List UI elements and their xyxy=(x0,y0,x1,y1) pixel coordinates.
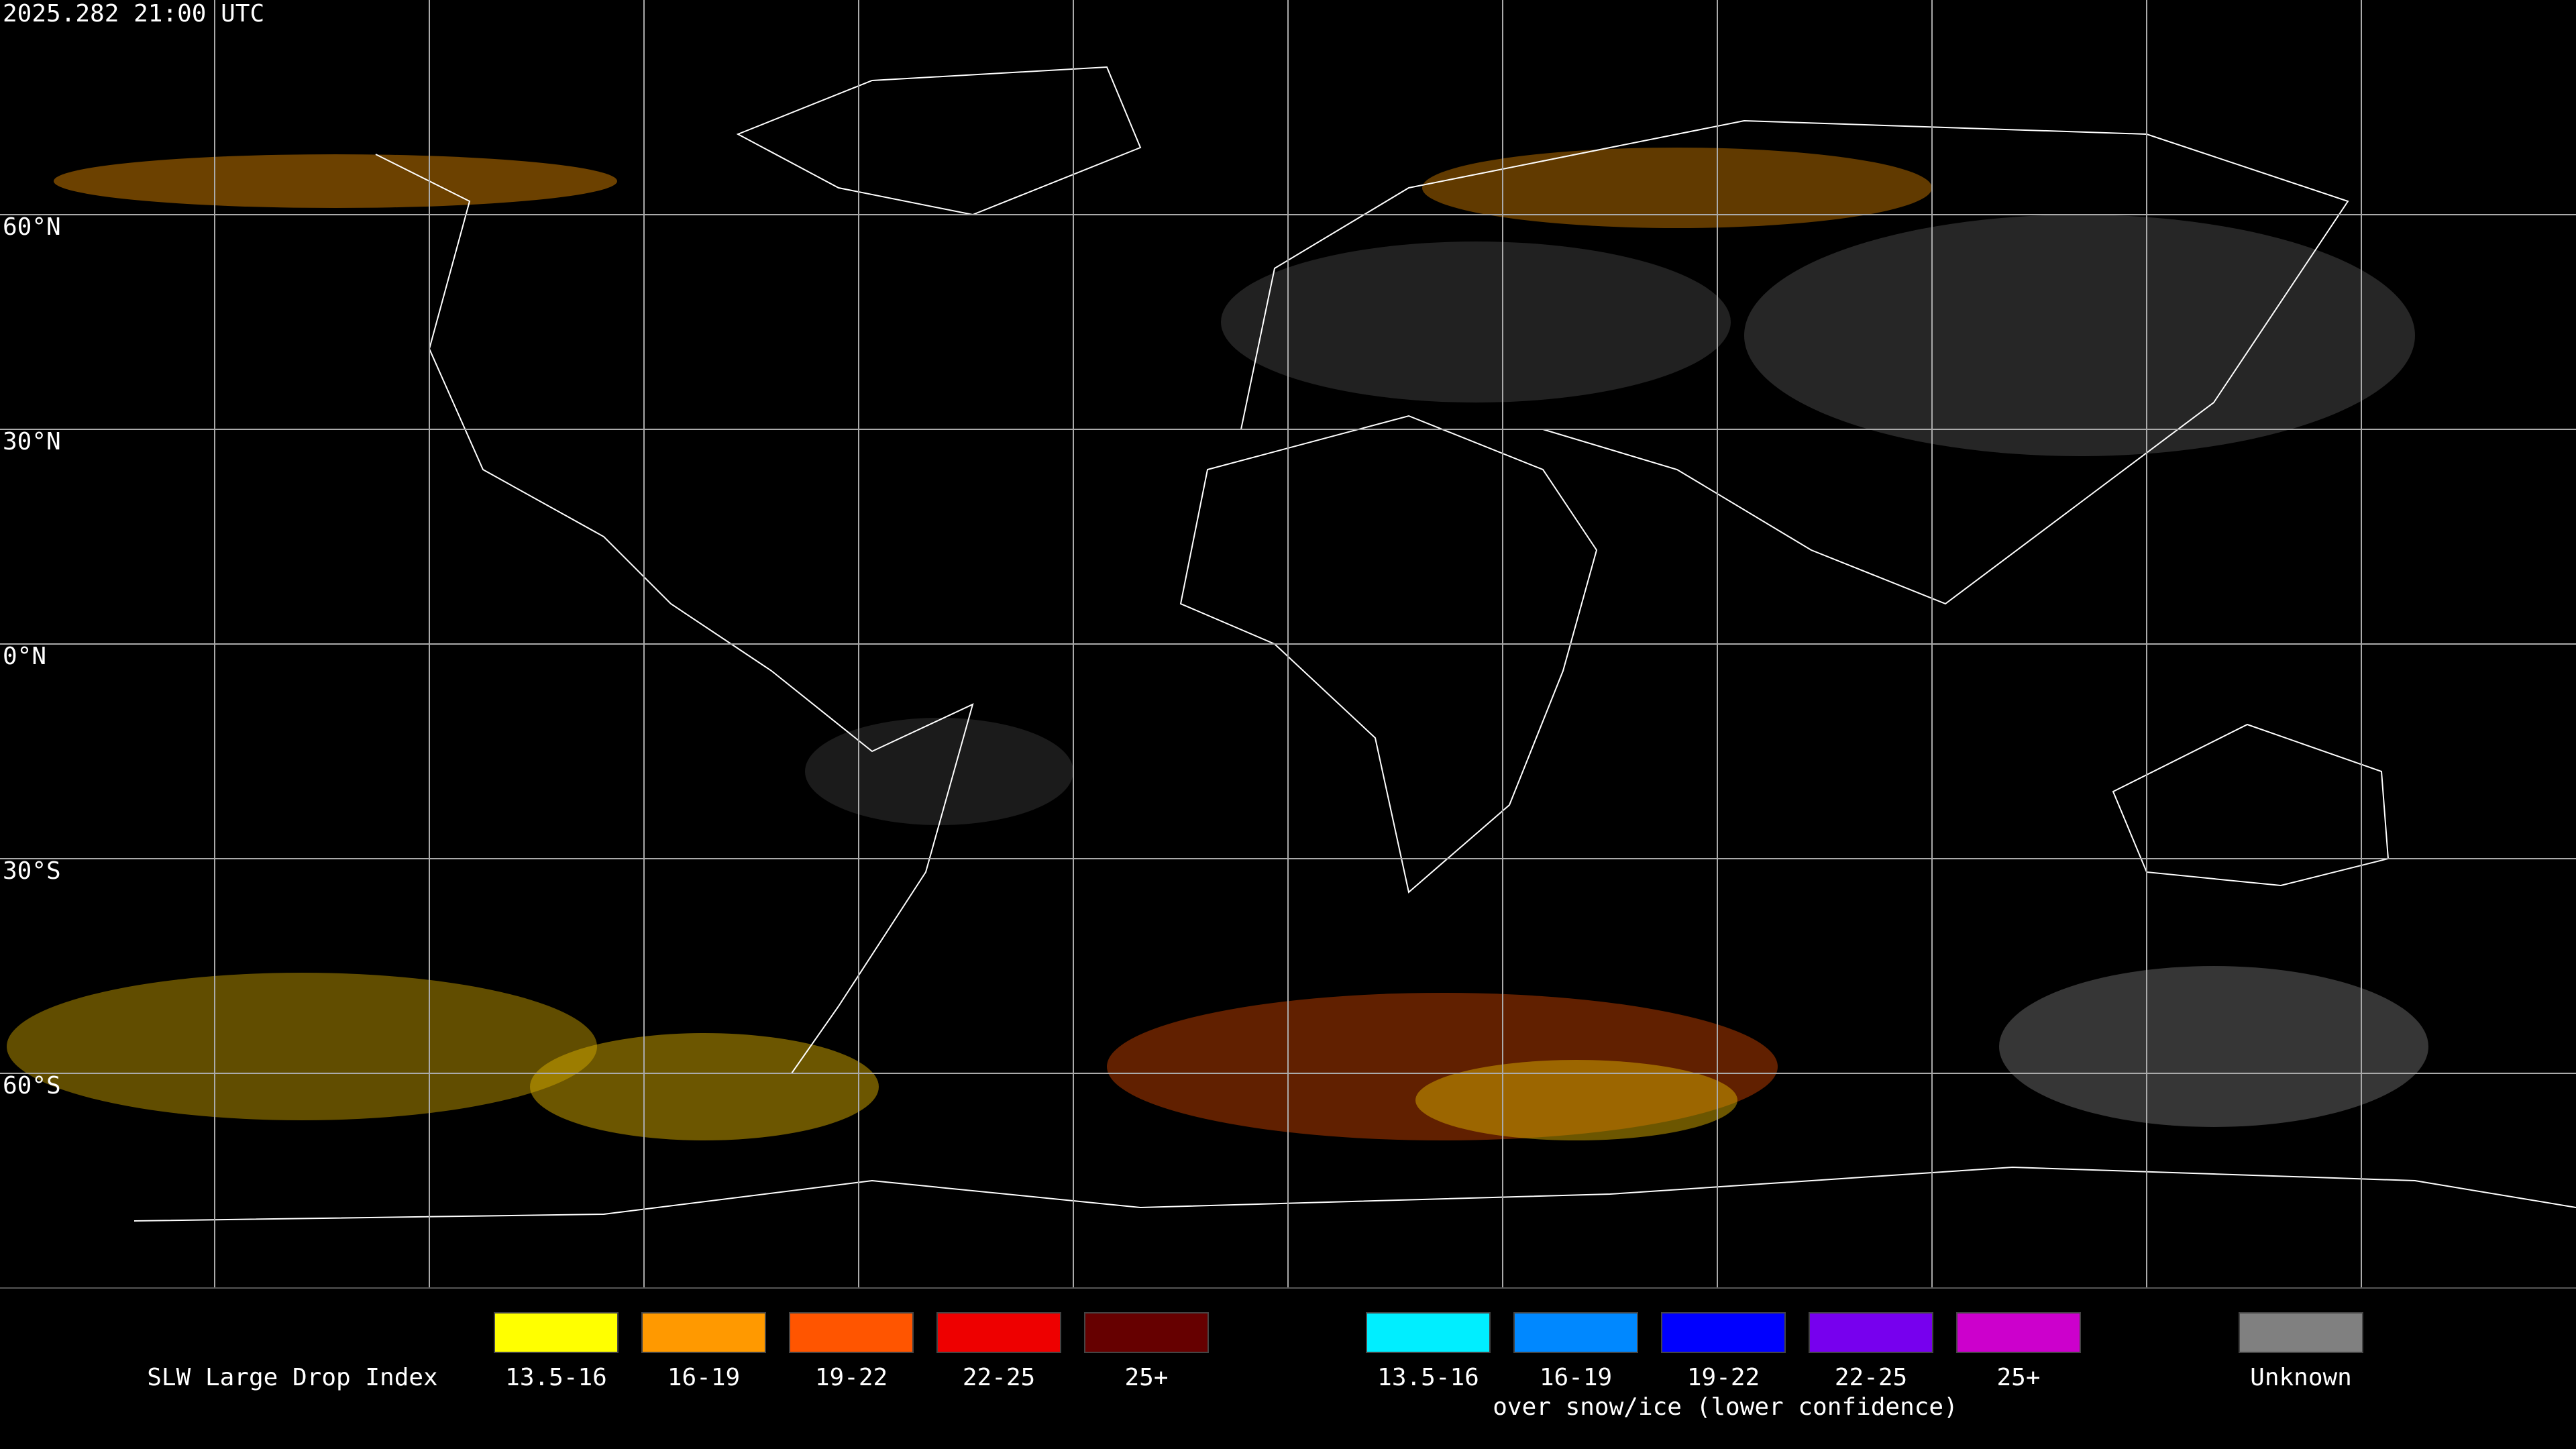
cloud-patch xyxy=(1107,993,1778,1140)
latitude-label: 60°S xyxy=(3,1072,61,1099)
legend-label: Unknown xyxy=(2250,1364,2352,1391)
legend-swatch xyxy=(2239,1312,2363,1353)
legend-swatch xyxy=(494,1312,619,1353)
cloud-patch xyxy=(1744,215,2415,456)
latitude-label: 30°S xyxy=(3,857,61,885)
legend-label: 19-22 xyxy=(815,1364,888,1391)
legend-swatch xyxy=(789,1312,914,1353)
legend-label: 13.5-16 xyxy=(505,1364,607,1391)
legend-swatch xyxy=(1084,1312,1209,1353)
legend-caption: over snow/ice (lower confidence) xyxy=(1493,1393,1958,1421)
legend-label: 13.5-16 xyxy=(1377,1364,1479,1391)
cloud-patch xyxy=(530,1033,879,1140)
latitude-label: 30°N xyxy=(3,428,61,455)
legend-swatch xyxy=(1956,1312,2081,1353)
legend-title: SLW Large Drop Index xyxy=(147,1364,437,1391)
legend-swatch xyxy=(1809,1312,1933,1353)
cloud-patch xyxy=(805,718,1073,825)
legend-swatch xyxy=(1366,1312,1491,1353)
cloud-patterns xyxy=(7,148,2428,1140)
coastline-antarctica xyxy=(133,1166,2576,1222)
legend-swatch xyxy=(1661,1312,1786,1353)
legend-swatch xyxy=(1513,1312,1638,1353)
legend-swatch xyxy=(936,1312,1061,1353)
coastline-americas xyxy=(375,154,974,1074)
legend-label: 25+ xyxy=(1124,1364,1168,1391)
cloud-patch xyxy=(1422,148,1932,228)
legend-label: 22-25 xyxy=(1835,1364,1907,1391)
cloud-patch xyxy=(7,973,597,1120)
coastline-greenland xyxy=(736,66,1142,216)
legend-swatch xyxy=(641,1312,766,1353)
cloud-patch xyxy=(54,154,617,208)
cloud-patch xyxy=(1221,241,1731,402)
legend-label: 25+ xyxy=(1996,1364,2040,1391)
legend-label: 16-19 xyxy=(1540,1364,1612,1391)
coastline-africa xyxy=(1179,415,1598,894)
latitude-label: 0°N xyxy=(3,643,46,670)
coastline-eurasia xyxy=(1240,119,2349,605)
cloud-patch xyxy=(1999,966,2428,1127)
timestamp: 2025.282 21:00 UTC xyxy=(3,0,264,28)
legend: SLW Large Drop Index over snow/ice (lowe… xyxy=(147,1312,2363,1421)
legend-label: 22-25 xyxy=(963,1364,1035,1391)
latitude-label: 60°N xyxy=(3,213,61,241)
legend-label: 19-22 xyxy=(1687,1364,1760,1391)
legend-label: 16-19 xyxy=(667,1364,740,1391)
graticule: 60°N 30°N 0°N 30°S 60°S xyxy=(0,0,2576,1288)
cloud-patch xyxy=(1415,1060,1737,1140)
